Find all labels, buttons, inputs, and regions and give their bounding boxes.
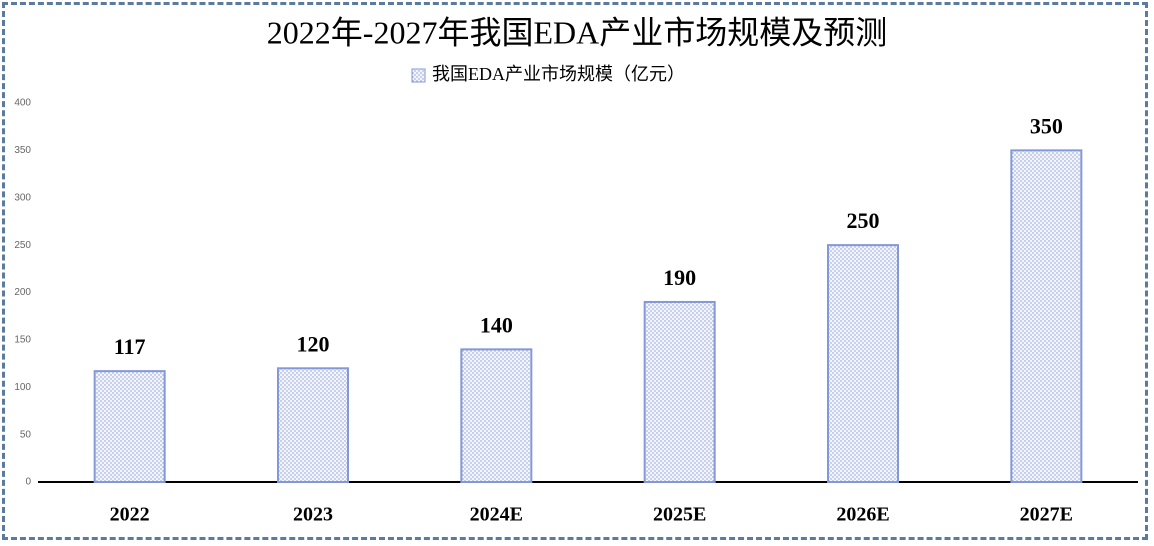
legend-label: 我国EDA产业市场规模（亿元）: [432, 64, 685, 84]
x-tick-label: 2026E: [836, 504, 889, 526]
y-tick-label: 400: [14, 98, 31, 109]
x-tick-label: 2023: [293, 504, 333, 526]
value-label: 140: [480, 312, 513, 337]
x-tick-label: 2027E: [1020, 504, 1073, 526]
bar: [93, 370, 166, 483]
chart-title: 2022年-2027年我国EDA产业市场规模及预测: [267, 14, 887, 50]
bar: [1010, 149, 1083, 483]
legend-swatch: [411, 68, 426, 83]
x-tick-label: 2022: [110, 504, 150, 526]
value-label: 117: [114, 334, 146, 359]
y-tick-label: 50: [20, 429, 32, 440]
y-tick-label: 0: [25, 477, 31, 488]
y-tick-label: 350: [14, 145, 31, 156]
value-label: 190: [663, 265, 696, 290]
y-tick-label: 100: [14, 382, 31, 393]
value-label: 350: [1030, 113, 1063, 138]
bar: [827, 244, 899, 483]
bar: [643, 300, 716, 483]
y-tick-label: 250: [14, 240, 31, 251]
y-tick-label: 300: [14, 192, 31, 203]
dashed-frame: [2, 2, 1148, 540]
value-label: 250: [847, 208, 880, 233]
x-tick-label: 2025E: [653, 504, 706, 526]
bar: [460, 348, 533, 483]
y-tick-label: 150: [14, 335, 31, 346]
bar: [277, 367, 349, 483]
x-tick-label: 2024E: [470, 504, 523, 526]
value-label: 120: [297, 331, 330, 356]
y-tick-label: 200: [14, 287, 31, 298]
